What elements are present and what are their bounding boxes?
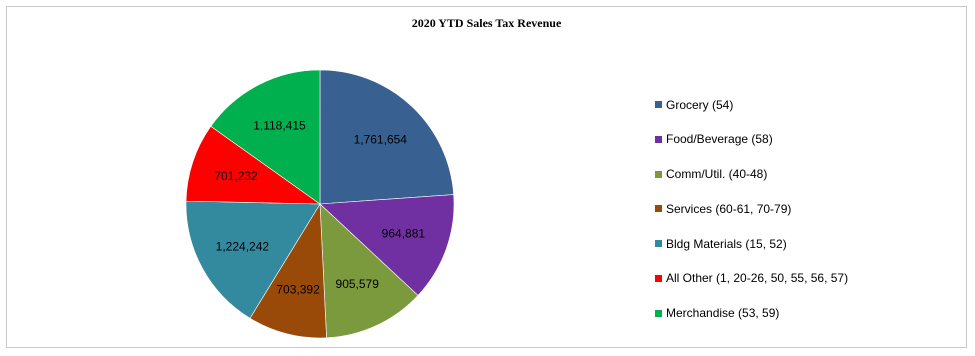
legend-swatch xyxy=(655,240,662,248)
slice-data-label: 701,232 xyxy=(214,169,258,183)
legend-label: All Other (1, 20-26, 50, 55, 56, 57) xyxy=(666,271,849,286)
slice-data-label: 1,118,415 xyxy=(253,118,306,132)
pie-slice xyxy=(319,194,455,296)
legend-swatch xyxy=(655,135,662,143)
legend-item: Food/Beverage (58) xyxy=(655,128,848,151)
legend-swatch xyxy=(655,101,662,108)
legend-label: Grocery (54) xyxy=(666,97,734,112)
legend: Grocery (54) Food/Beverage (58) Comm/Util.… xyxy=(655,93,848,337)
slice-data-label: 1,224,242 xyxy=(216,239,270,253)
pie-chart: 1,761,654 964,881 905,579 703,392 1,224,242 7… xyxy=(185,69,455,339)
slice-data-label: 964,881 xyxy=(382,226,426,240)
legend-swatch xyxy=(655,205,662,213)
slice-data-label: 703,392 xyxy=(276,283,320,297)
legend-item: Grocery (54) xyxy=(655,93,848,116)
pie-slice xyxy=(319,203,419,339)
pie-slice xyxy=(249,203,327,339)
legend-label: Food/Beverage (58) xyxy=(666,132,773,147)
legend-item: Bldg Materials (15, 52) xyxy=(655,232,848,255)
legend-label: Services (60-61, 70-79) xyxy=(666,201,792,216)
chart-title: 2020 YTD Sales Tax Revenue xyxy=(411,16,562,30)
pie-slice xyxy=(185,200,321,319)
legend-item: Merchandise (53, 59) xyxy=(655,302,848,325)
legend-swatch xyxy=(655,309,662,317)
pie-slice xyxy=(319,69,454,205)
pie-slice xyxy=(210,69,321,205)
legend-label: Comm/Util. (40-48) xyxy=(666,167,768,182)
legend-label: Merchandise (53, 59) xyxy=(666,306,780,321)
chart-area: 2020 YTD Sales Tax Revenue 1,761,654 964,… xyxy=(6,6,967,348)
slice-data-label: 905,579 xyxy=(336,277,380,291)
slice-data-label: 1,761,654 xyxy=(354,132,408,146)
legend-item: Services (60-61, 70-79) xyxy=(655,197,848,220)
legend-swatch xyxy=(655,170,662,178)
legend-label: Bldg Materials (15, 52) xyxy=(666,236,787,251)
legend-item: Comm/Util. (40-48) xyxy=(655,163,848,186)
pie-slice xyxy=(185,125,321,205)
legend-item: All Other (1, 20-26, 50, 55, 56, 57) xyxy=(655,267,848,290)
legend-swatch xyxy=(655,274,662,282)
